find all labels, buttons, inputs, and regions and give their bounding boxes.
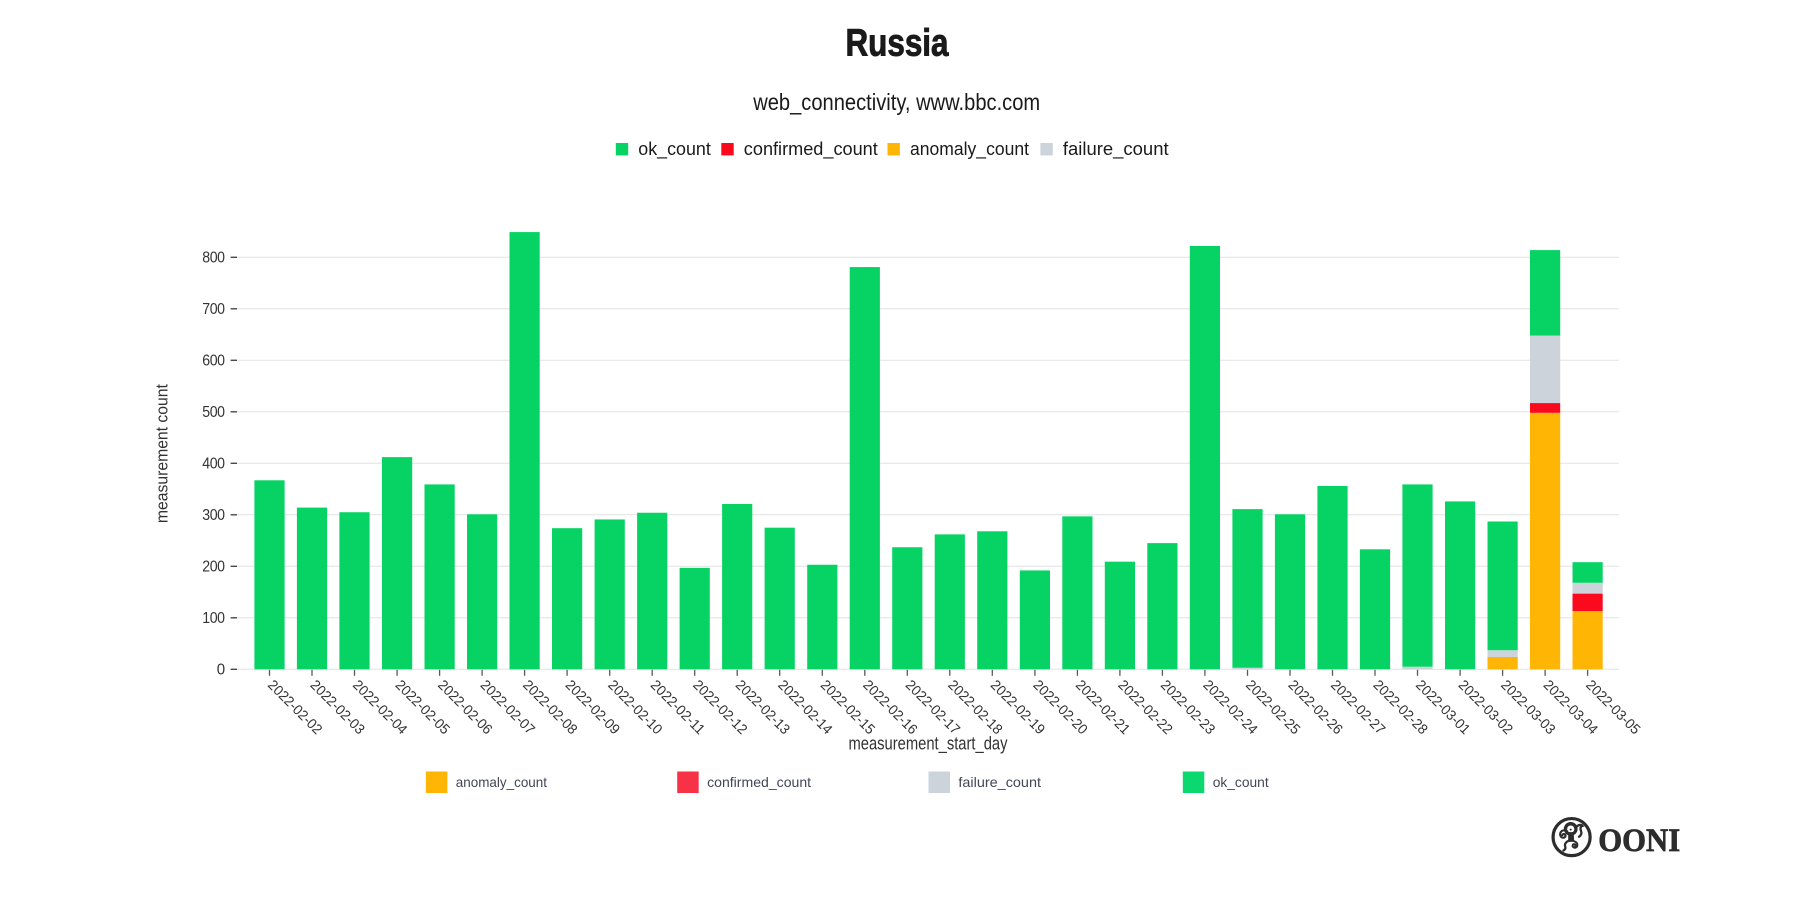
svg-text:anomaly_count: anomaly_count	[910, 139, 1029, 160]
svg-text:100: 100	[202, 610, 225, 627]
svg-text:confirmed_count: confirmed_count	[744, 139, 878, 160]
svg-text:OONI: OONI	[1598, 823, 1680, 859]
svg-text:ok_count: ok_count	[638, 139, 711, 160]
svg-text:ok_count: ok_count	[1213, 774, 1269, 790]
svg-text:failure_count: failure_count	[958, 774, 1041, 790]
svg-text:web_connectivity, www.bbc.com: web_connectivity, www.bbc.com	[752, 89, 1040, 115]
svg-text:500: 500	[202, 404, 225, 421]
svg-text:600: 600	[202, 353, 225, 370]
svg-text:300: 300	[202, 507, 225, 524]
svg-text:200: 200	[202, 559, 225, 576]
svg-text:failure_count: failure_count	[1063, 139, 1169, 160]
svg-text:anomaly_count: anomaly_count	[456, 774, 547, 790]
svg-text:700: 700	[202, 301, 225, 318]
svg-text:800: 800	[202, 250, 225, 267]
svg-text:Russia: Russia	[846, 23, 950, 65]
svg-text:measurement_start_day: measurement_start_day	[849, 734, 1008, 755]
svg-text:400: 400	[202, 456, 225, 473]
svg-text:measurement count: measurement count	[153, 384, 172, 523]
svg-text:confirmed_count: confirmed_count	[707, 774, 811, 790]
svg-text:0: 0	[217, 662, 225, 679]
